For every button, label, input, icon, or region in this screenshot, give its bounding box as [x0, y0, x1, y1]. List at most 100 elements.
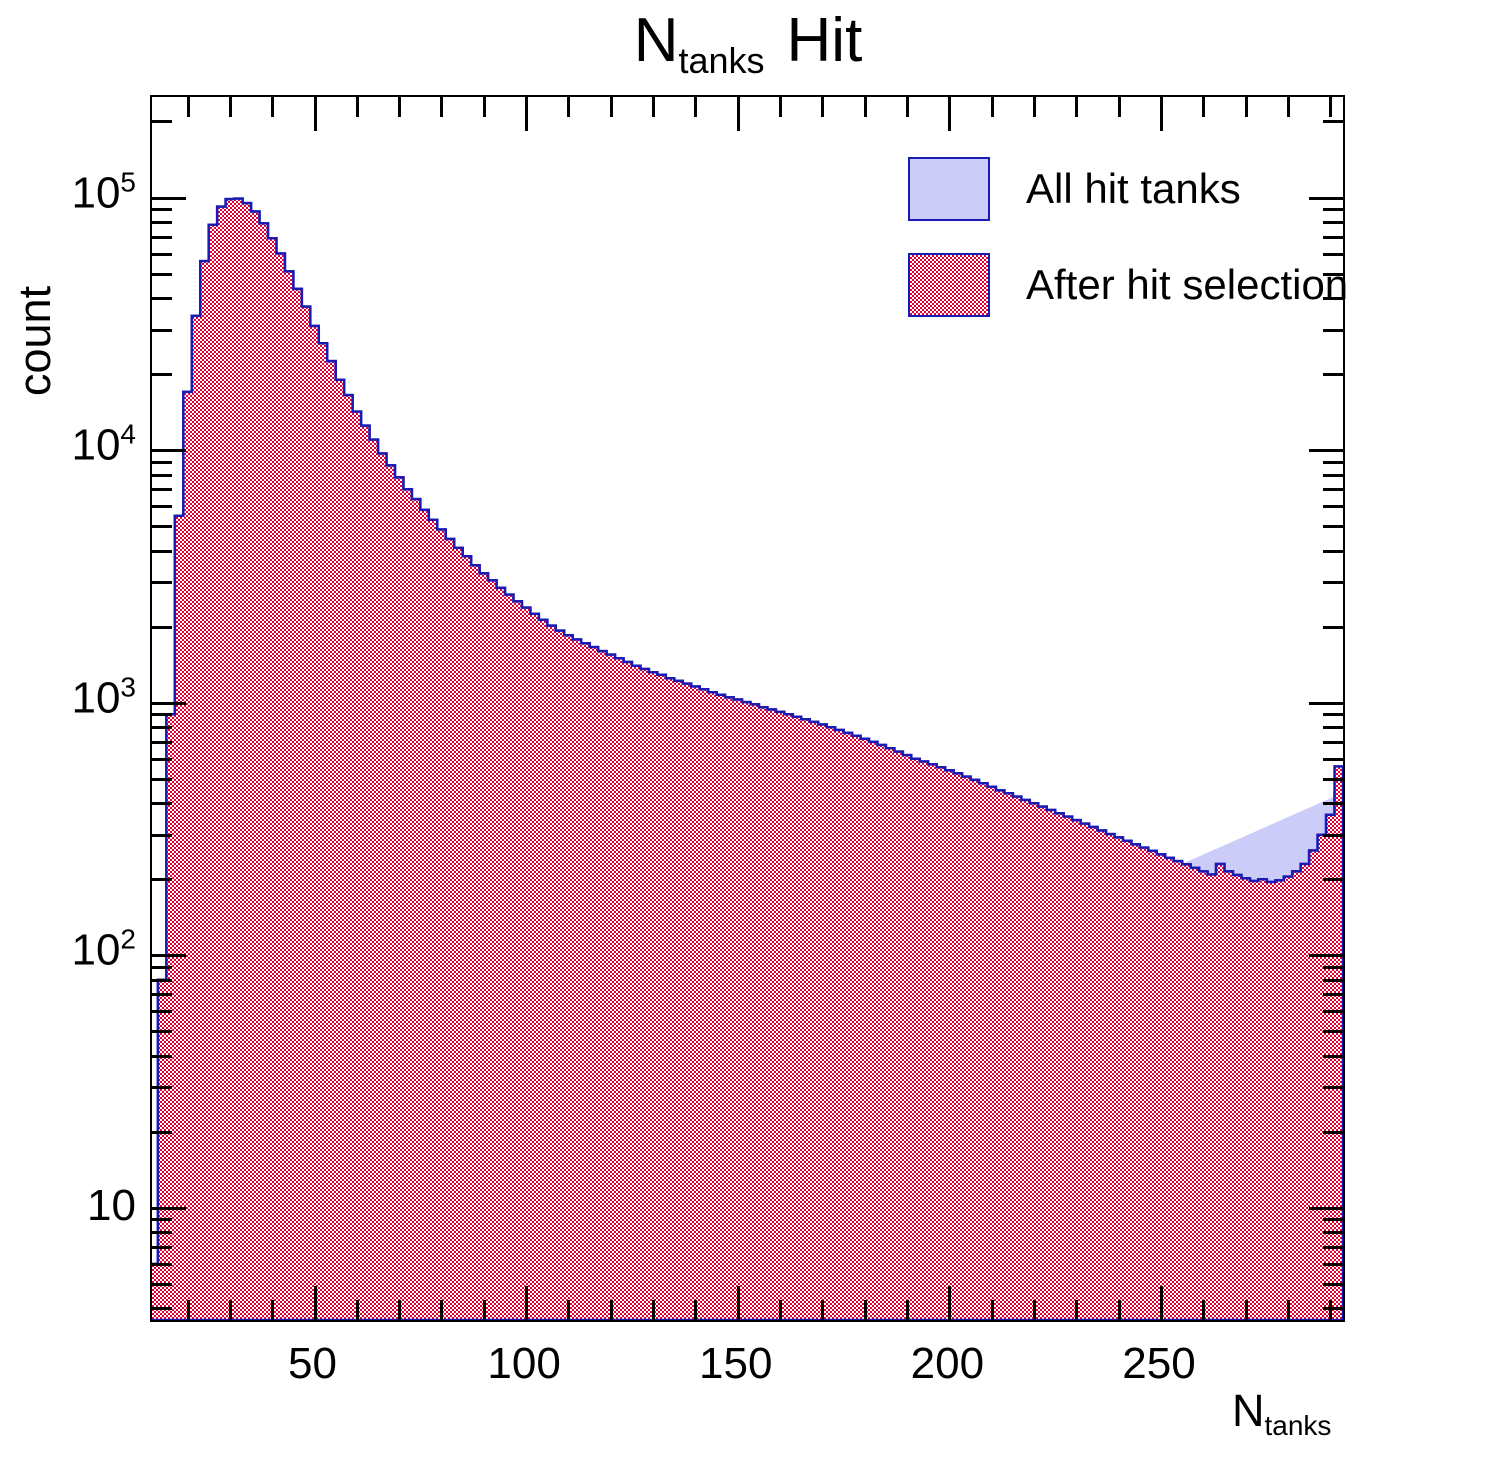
x-axis-minor-tick — [1244, 1300, 1248, 1320]
y-axis-minor-tick-right — [1323, 460, 1343, 464]
x-axis-major-tick-top — [313, 97, 317, 131]
x-axis-title-subscript: tanks — [1264, 1410, 1332, 1441]
y-axis-major-tick — [152, 196, 186, 200]
y-axis-minor-tick-right — [1323, 1218, 1343, 1222]
x-axis-tick-label: 150 — [699, 1339, 773, 1388]
x-axis-minor-tick — [779, 1300, 783, 1320]
x-axis-minor-tick-top — [990, 97, 994, 117]
x-axis-minor-tick — [440, 1300, 444, 1320]
y-axis-minor-tick-right — [1323, 993, 1343, 997]
x-axis-major-tick-top — [1160, 97, 1163, 131]
y-axis-minor-tick-right — [1323, 777, 1343, 781]
x-axis-minor-tick-top — [440, 97, 444, 117]
x-axis-tick-label: 100 — [487, 1339, 561, 1388]
legend-entry[interactable]: All hit tanks — [908, 152, 1328, 226]
legend-entry[interactable]: After hit selection — [908, 248, 1348, 322]
x-axis-minor-tick-top — [1286, 97, 1290, 117]
y-axis-minor-tick — [152, 581, 172, 585]
y-axis-major-tick — [152, 1206, 186, 1210]
y-axis-tick-label: 104 — [71, 419, 136, 473]
y-tick-exponent: 4 — [120, 418, 136, 450]
y-tick-exponent: 3 — [120, 671, 136, 703]
y-axis-minor-tick-right — [1323, 1054, 1343, 1058]
x-axis-minor-tick-top — [228, 97, 232, 117]
y-axis-tick-label: 103 — [71, 671, 136, 725]
x-axis-minor-tick — [482, 1300, 486, 1320]
y-axis-minor-tick — [152, 777, 172, 781]
y-axis-minor-tick — [152, 488, 172, 492]
y-axis-minor-tick — [152, 525, 172, 529]
y-axis-minor-tick-right — [1323, 220, 1343, 224]
x-axis-minor-tick-top — [1117, 97, 1121, 117]
y-axis-minor-tick-right — [1323, 802, 1343, 806]
y-axis-minor-tick — [152, 1282, 172, 1286]
y-axis-minor-tick — [152, 1010, 172, 1014]
y-axis-minor-tick — [152, 120, 172, 124]
y-axis-minor-tick — [152, 965, 172, 969]
legend-swatch-red — [908, 253, 990, 317]
x-axis-minor-tick — [609, 1300, 613, 1320]
x-axis-tick-label: 200 — [910, 1339, 985, 1388]
y-axis-major-tick-right — [1309, 196, 1343, 200]
y-axis-major-tick-right — [1309, 1206, 1343, 1210]
y-axis-minor-tick — [152, 1030, 172, 1034]
y-axis-minor-tick-right — [1323, 235, 1343, 239]
y-axis-minor-tick-right — [1323, 1246, 1343, 1250]
x-axis-minor-tick-top — [1075, 97, 1079, 117]
x-axis-major-tick — [1160, 1286, 1163, 1320]
y-axis-minor-tick-right — [1323, 1307, 1343, 1311]
chart-title-suffix: Hit — [786, 6, 863, 75]
y-axis-minor-tick — [152, 625, 172, 629]
x-axis-minor-tick-top — [355, 97, 359, 117]
y-axis-minor-tick-right — [1323, 328, 1343, 332]
y-axis-minor-tick — [152, 740, 172, 744]
y-axis-minor-tick-right — [1323, 726, 1343, 730]
chart-title-subscript: tanks — [678, 40, 765, 81]
x-axis-title-base: N — [1232, 1385, 1265, 1436]
plot-frame — [150, 95, 1345, 1322]
y-axis-minor-tick — [152, 1262, 172, 1266]
y-axis-minor-tick — [152, 505, 172, 509]
y-axis-minor-tick — [152, 726, 172, 730]
y-axis-minor-tick — [152, 878, 172, 882]
y-tick-mantissa: 10 — [87, 1180, 136, 1230]
y-axis-minor-tick — [152, 208, 172, 212]
y-axis-minor-tick-right — [1323, 488, 1343, 492]
y-axis-minor-tick-right — [1323, 549, 1343, 553]
x-axis-major-tick-top — [948, 97, 952, 131]
x-axis-minor-tick — [694, 1300, 698, 1320]
x-axis-minor-tick — [1117, 1300, 1121, 1320]
y-axis-minor-tick — [152, 373, 172, 377]
x-axis-major-tick — [948, 1286, 952, 1320]
x-axis-minor-tick-top — [186, 97, 190, 117]
y-axis-minor-tick — [152, 473, 172, 477]
plot-area — [152, 97, 1343, 1320]
y-tick-exponent: 2 — [120, 923, 136, 955]
x-axis-minor-tick-top — [1329, 97, 1333, 117]
x-axis-minor-tick — [1075, 1300, 1079, 1320]
y-axis-minor-tick — [152, 1307, 172, 1311]
legend-swatch-blue — [908, 157, 990, 221]
y-axis-major-tick — [152, 954, 186, 958]
y-axis-minor-tick-right — [1323, 208, 1343, 212]
y-tick-mantissa: 10 — [71, 420, 121, 470]
x-axis-minor-tick — [567, 1300, 571, 1320]
y-axis-minor-tick-right — [1323, 713, 1343, 717]
y-axis-minor-tick — [152, 1054, 172, 1058]
x-axis-minor-tick — [398, 1300, 402, 1320]
y-axis-minor-tick — [152, 802, 172, 806]
y-axis-minor-tick — [152, 993, 172, 997]
y-axis-minor-tick — [152, 235, 172, 239]
y-axis-minor-tick-right — [1323, 1010, 1343, 1014]
y-axis-minor-tick-right — [1323, 525, 1343, 529]
y-axis-minor-tick-right — [1323, 297, 1343, 301]
y-axis-minor-tick-right — [1323, 252, 1343, 256]
y-axis-minor-tick — [152, 1218, 172, 1222]
x-axis-minor-tick-top — [821, 97, 825, 117]
x-axis-minor-tick — [1286, 1300, 1290, 1320]
y-axis-tick-label: 102 — [71, 924, 136, 978]
x-axis-minor-tick-top — [652, 97, 656, 117]
x-axis-minor-tick — [355, 1300, 359, 1320]
y-axis-minor-tick — [152, 833, 172, 837]
